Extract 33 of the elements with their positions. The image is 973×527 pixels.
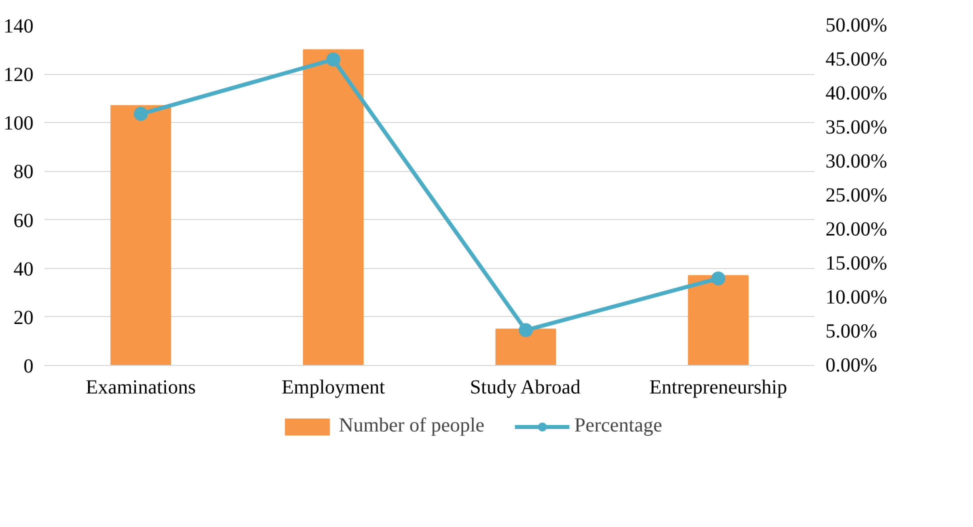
y-tick-label: 60 (14, 210, 34, 232)
y2-tick-label: 5.00% (826, 320, 878, 342)
legend-label: Percentage (574, 414, 662, 438)
y-tick-label: 40 (14, 258, 34, 280)
y-tick-label: 120 (4, 64, 34, 86)
y2-tick-label: 0.00% (826, 354, 878, 376)
y-tick-label: 0 (24, 356, 34, 378)
bar (688, 275, 749, 366)
x-tick-label: Entrepreneurship (649, 376, 788, 398)
x-tick-label: Examinations (86, 376, 196, 398)
y2-tick-label: 35.00% (826, 116, 888, 138)
x-tick-label: Employment (282, 376, 386, 398)
y2-tick-label: 15.00% (826, 252, 888, 274)
bar (110, 105, 172, 366)
point (134, 106, 148, 121)
y2-tick-label: 10.00% (826, 286, 888, 308)
bar (302, 49, 364, 366)
y2-tick-label: 25.00% (826, 184, 888, 206)
bar (495, 328, 556, 366)
y-tick-label: 100 (4, 112, 34, 135)
y-tick-label: 80 (14, 161, 34, 184)
point (326, 52, 340, 66)
y2-tick-label: 45.00% (826, 48, 888, 70)
point (518, 323, 533, 338)
legend-label: Number of people (338, 414, 484, 438)
x-tick-label: Study Abroad (470, 376, 580, 398)
y-tick-label: 140 (4, 16, 34, 38)
y2-tick-label: 30.00% (826, 150, 888, 172)
point (711, 271, 726, 286)
y2-tick-label: 50.00% (826, 14, 888, 36)
y2-tick-label: 40.00% (826, 82, 888, 104)
y2-tick-label: 20.00% (826, 218, 888, 240)
y-tick-label: 20 (14, 306, 34, 329)
